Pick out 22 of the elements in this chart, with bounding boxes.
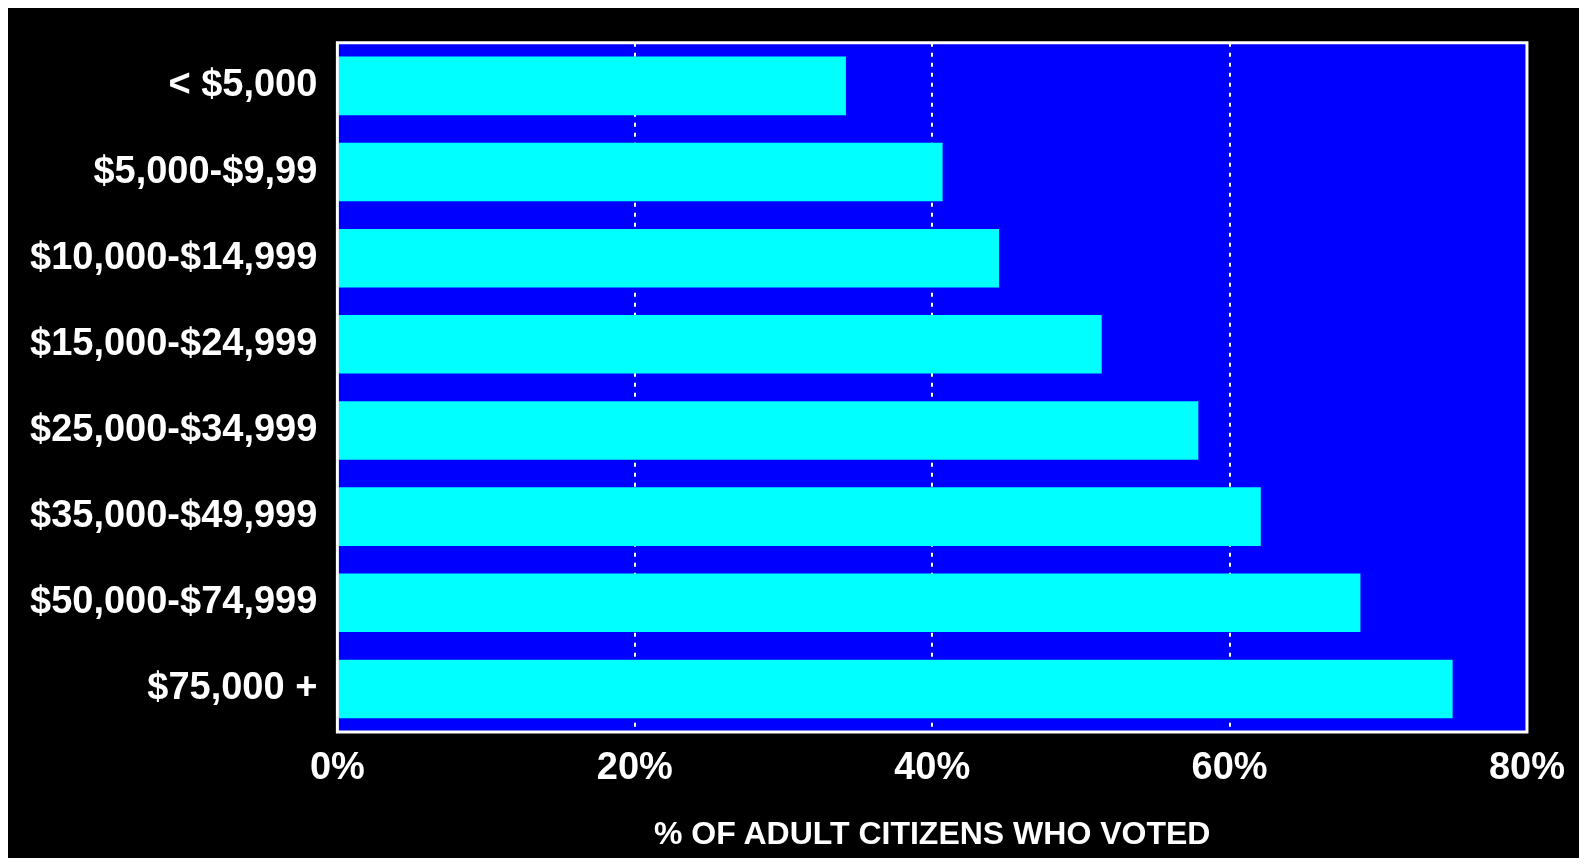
x-tick-label: 20% bbox=[596, 745, 673, 788]
y-tick-label: $15,000-$24,999 bbox=[30, 320, 318, 363]
bar bbox=[338, 401, 1199, 460]
y-tick-label: $10,000-$14,999 bbox=[30, 234, 318, 277]
y-tick-label: $5,000-$9,99 bbox=[93, 148, 318, 191]
x-tick-label: 0% bbox=[309, 745, 365, 788]
y-tick-label: $75,000 + bbox=[147, 665, 318, 708]
bar bbox=[338, 56, 846, 116]
x-tick-label: 60% bbox=[1191, 745, 1268, 788]
bar bbox=[338, 573, 1361, 633]
bar bbox=[338, 659, 1453, 719]
x-axis-title: % OF ADULT CITIZENS WHO VOTED bbox=[653, 814, 1211, 851]
bar bbox=[338, 315, 1102, 374]
y-tick-label: $50,000-$74,999 bbox=[30, 579, 318, 622]
y-tick-label: < $5,000 bbox=[168, 62, 318, 105]
y-tick-label: $25,000-$34,999 bbox=[30, 406, 318, 449]
bar bbox=[338, 487, 1261, 546]
bar bbox=[338, 142, 943, 202]
x-tick-label: 40% bbox=[894, 745, 971, 788]
bar bbox=[338, 228, 1000, 288]
y-tick-label: $35,000-$49,999 bbox=[30, 493, 318, 536]
x-tick-label: 80% bbox=[1488, 745, 1565, 788]
